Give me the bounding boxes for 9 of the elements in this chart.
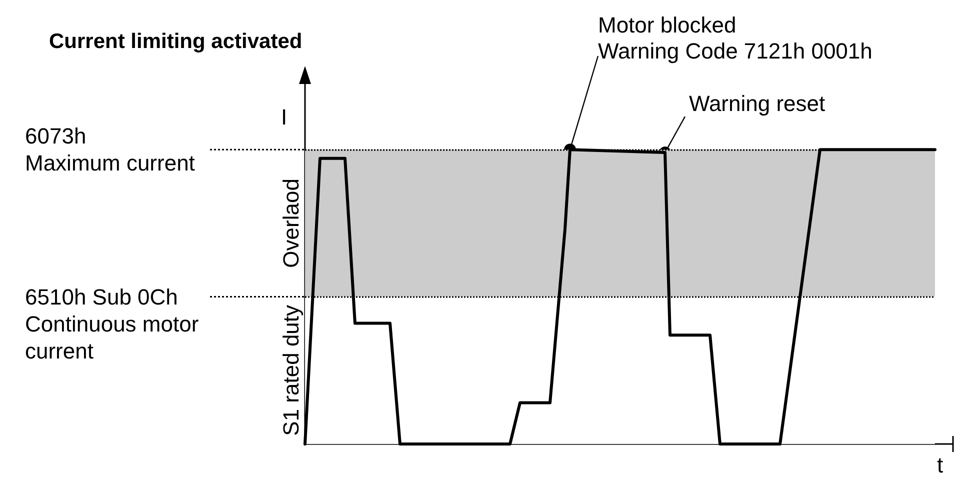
legend-label: 6510h Sub 0Ch Continuous motor current	[25, 284, 199, 364]
band-label: Overlaod	[278, 178, 304, 268]
y-axis-title: I	[281, 104, 288, 130]
band-label: S1 rated duty	[278, 304, 304, 436]
x-axis-title: t	[937, 452, 944, 478]
chart-title: Current limiting activated	[49, 30, 302, 53]
text: Motor blocked Warning Code 7121h 0001h	[598, 12, 872, 64]
ref-line-label: 6073h Maximum current	[25, 124, 195, 176]
text: Warning reset	[689, 91, 826, 116]
